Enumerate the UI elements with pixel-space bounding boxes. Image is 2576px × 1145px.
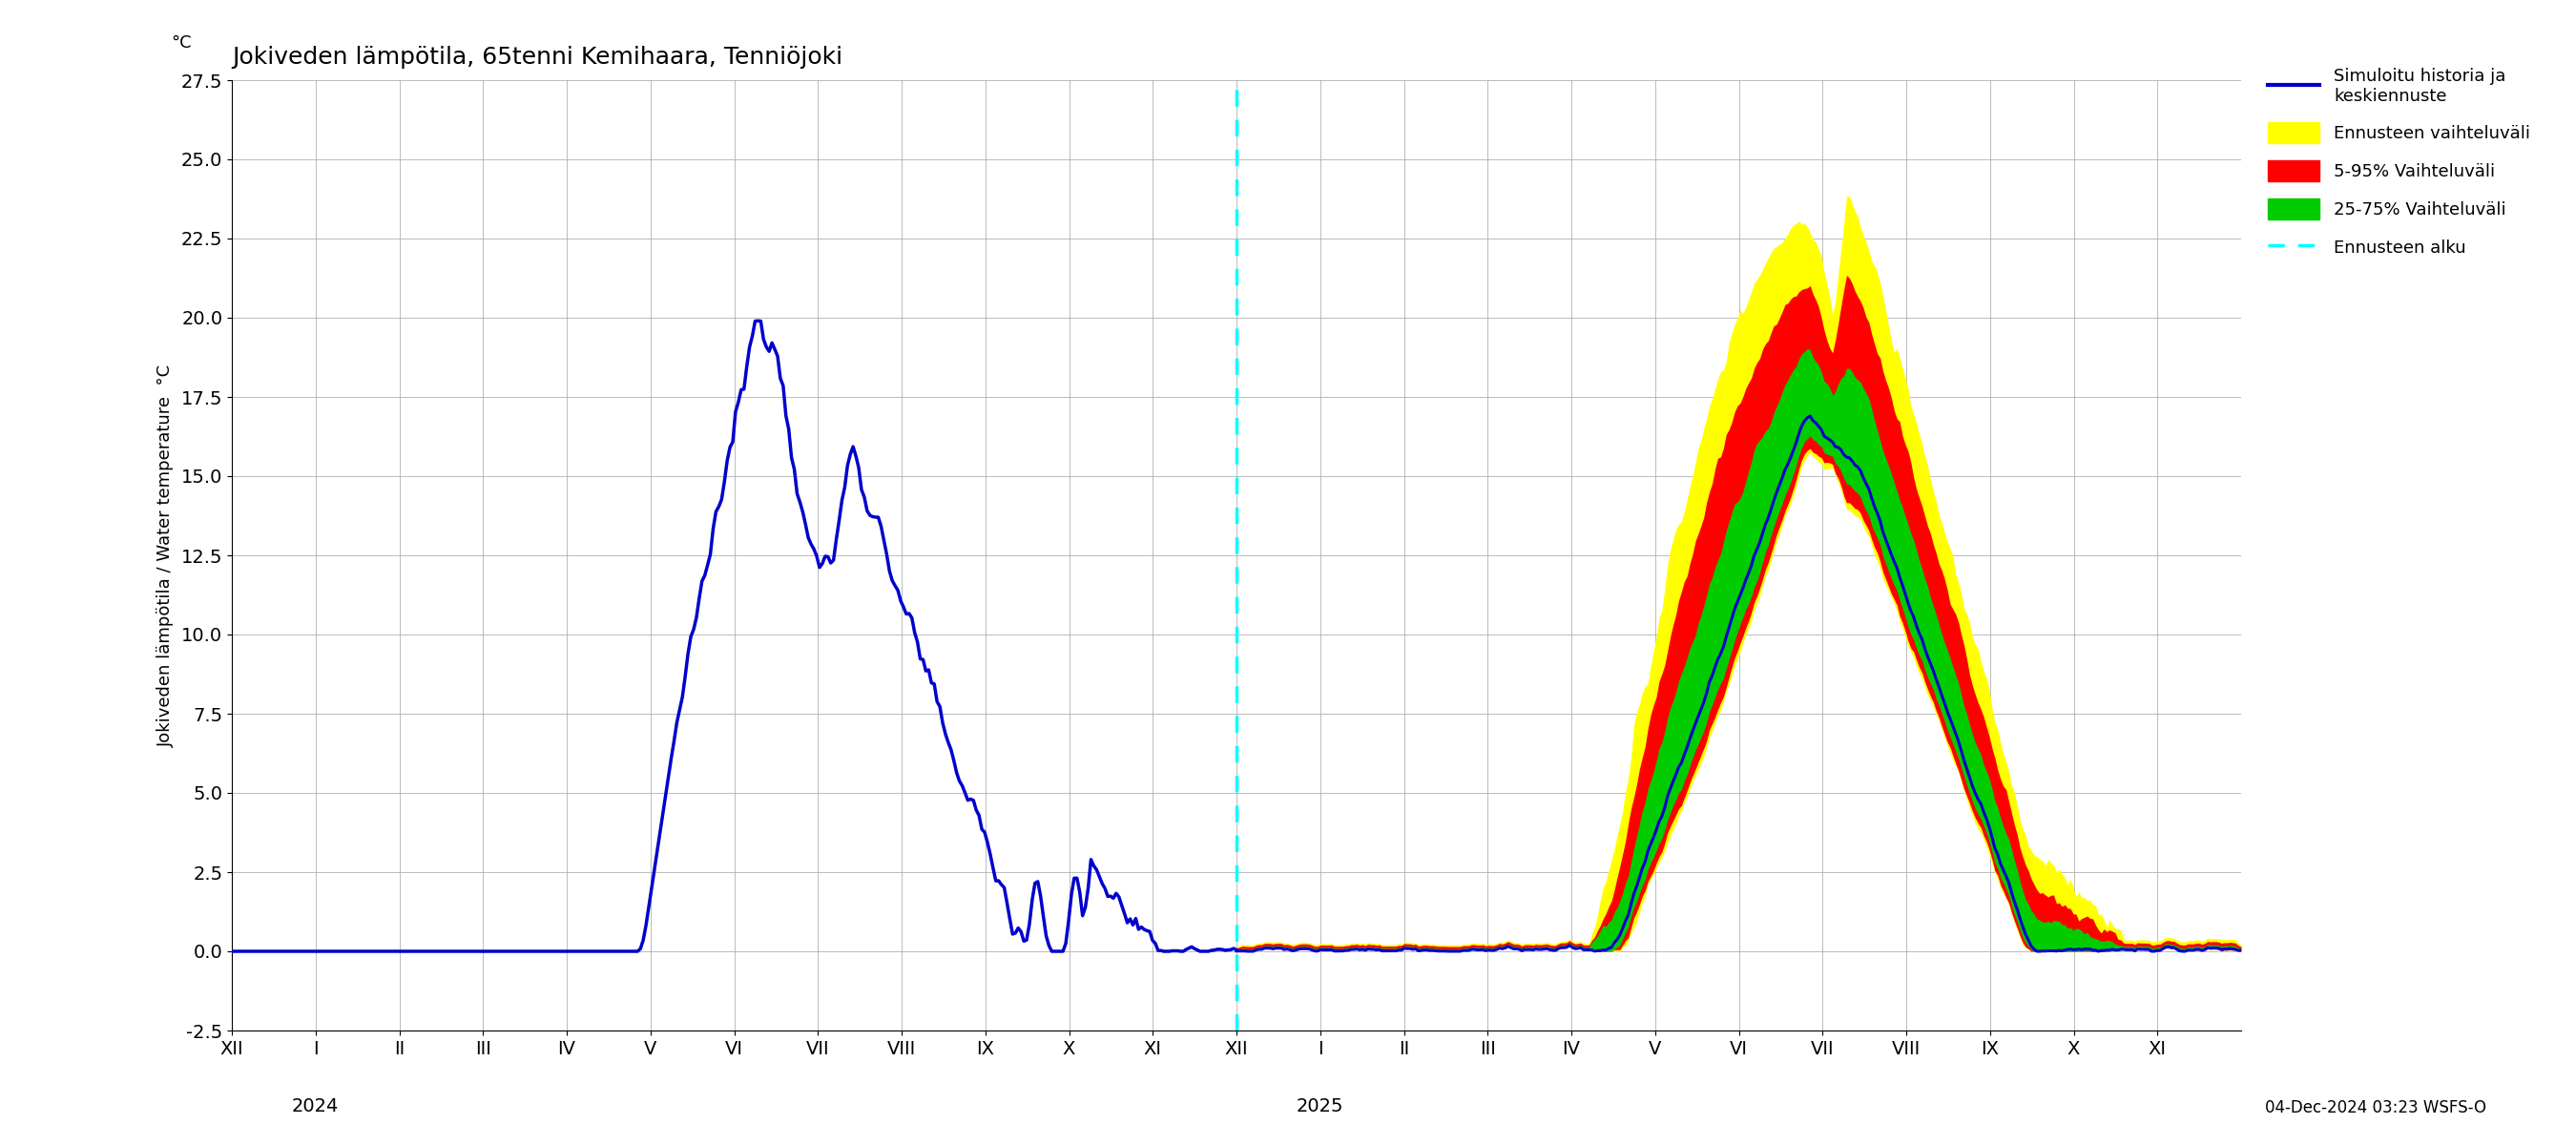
Y-axis label: Jokiveden lämpötila / Water temperature  °C: Jokiveden lämpötila / Water temperature … [157,364,175,747]
Text: 04-Dec-2024 03:23 WSFS-O: 04-Dec-2024 03:23 WSFS-O [2264,1099,2486,1116]
Text: 2024: 2024 [291,1097,340,1115]
Text: 2025: 2025 [1296,1097,1345,1115]
Legend: Simuloitu historia ja
keskiennuste, Ennusteen vaihteluväli, 5-95% Vaihteluväli, : Simuloitu historia ja keskiennuste, Ennu… [2262,61,2537,264]
Text: Jokiveden lämpötila, 65tenni Kemihaara, Tenniöjoki: Jokiveden lämpötila, 65tenni Kemihaara, … [232,46,842,69]
Text: °C: °C [170,34,193,52]
